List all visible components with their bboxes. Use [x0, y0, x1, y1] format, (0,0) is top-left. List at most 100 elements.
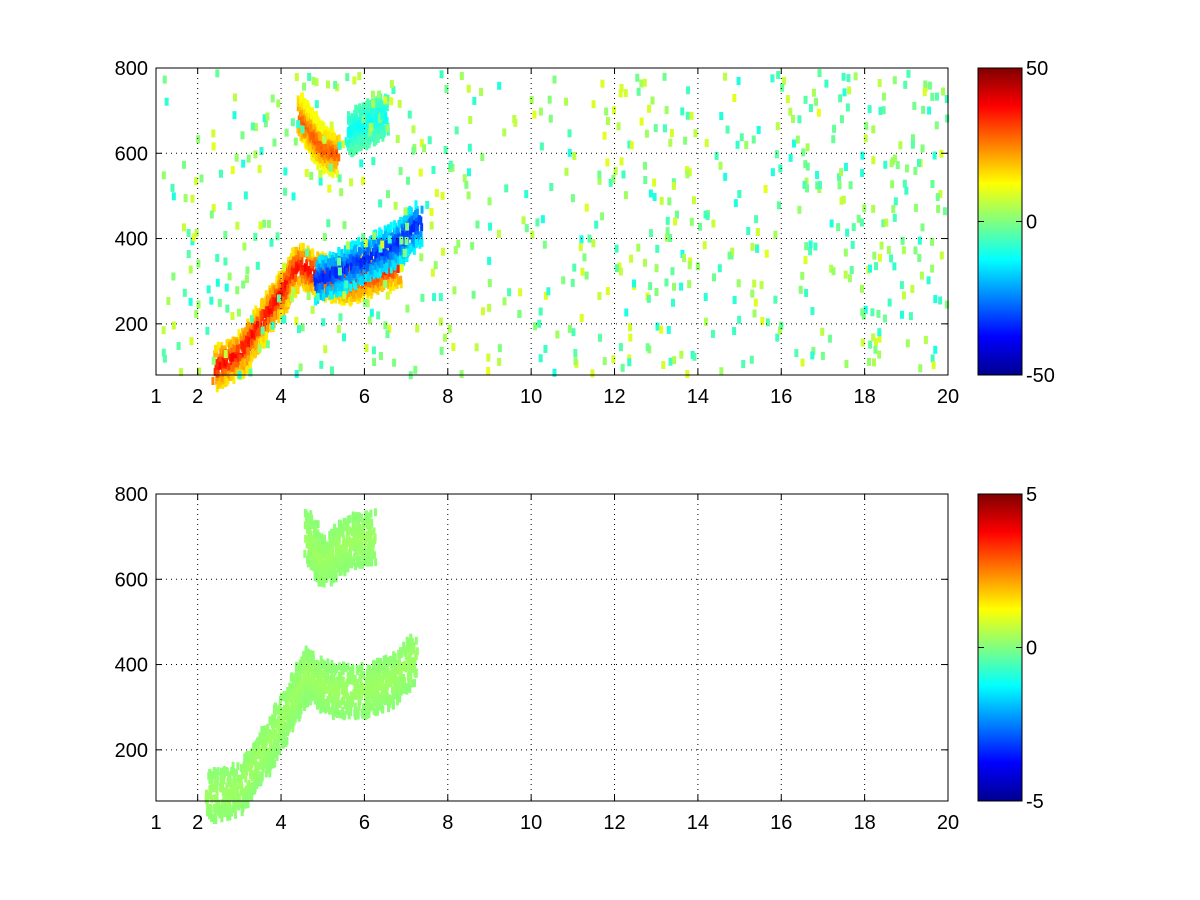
- heatmap-cell-44: [215, 786, 219, 795]
- heatmap-cell-2668: [883, 160, 888, 169]
- heatmap-cell-305: [262, 747, 266, 756]
- heatmap-cell-857: [344, 663, 348, 672]
- heatmap-cell-1295: [322, 293, 326, 302]
- heatmap-cell-315: [263, 730, 267, 739]
- heatmap-cell-3068: [672, 282, 677, 291]
- heatmap-cell-3097: [260, 326, 265, 335]
- heatmap-cell-2711: [881, 92, 886, 101]
- heatmap-cell-1738: [400, 217, 404, 226]
- heatmap-cell-2841: [385, 291, 390, 300]
- heatmap-cell-73: [220, 784, 224, 793]
- heatmap-cell-612: [295, 264, 299, 273]
- heatmap-cell-3034: [730, 247, 735, 256]
- heatmap-cell-880: [349, 696, 353, 705]
- heatmap-cell-833: [342, 662, 346, 671]
- heatmap-cell-3317: [662, 124, 667, 133]
- heatmap-cell-1479: [354, 244, 358, 253]
- heatmap-cell-3142: [591, 100, 596, 109]
- heatmap-cell-1315: [327, 263, 331, 272]
- heatmap-cell-890: [351, 677, 355, 686]
- heatmap-cell-1918: [298, 103, 302, 112]
- heatmap-cell-1481: [334, 569, 338, 578]
- heatmap-cell-1499: [361, 240, 365, 249]
- heatmap-cell-2731: [871, 156, 876, 165]
- heatmap-cell-2682: [600, 79, 605, 88]
- heatmap-cell-3047: [939, 251, 944, 260]
- heatmap-cell-888: [352, 691, 356, 700]
- heatmap-cell-676: [313, 670, 317, 679]
- heatmap-cell-3273: [818, 181, 823, 190]
- heatmap-cell-2991: [763, 185, 768, 194]
- heatmap-cell-2960: [548, 114, 553, 123]
- heatmap-cell-1384: [338, 287, 342, 296]
- heatmap-cell-54: [224, 363, 228, 372]
- heatmap-cell-3348: [631, 279, 636, 288]
- heatmap-cell-1255: [303, 509, 307, 518]
- heatmap-cell-2610: [376, 134, 380, 143]
- heatmap-cell-375: [265, 306, 269, 315]
- heatmap-cell-2938: [543, 344, 548, 353]
- heatmap-cell-57: [215, 777, 219, 786]
- heatmap-cell-1594: [374, 262, 378, 271]
- heatmap-cell-2814: [487, 197, 492, 206]
- heatmap-cell-2791: [873, 345, 878, 354]
- heatmap-cell-773: [328, 679, 332, 688]
- heatmap-cell-3107: [816, 108, 821, 117]
- heatmap-cell-624: [299, 271, 303, 280]
- heatmap-cell-1427: [345, 267, 349, 276]
- heatmap-cell-105: [225, 795, 229, 804]
- heatmap-cell-2424: [355, 126, 359, 135]
- heatmap-cell-13: [217, 372, 221, 381]
- heatmap-cell-1097: [389, 674, 393, 683]
- heatmap-cell-934: [363, 711, 367, 720]
- heatmap-cell-3206: [512, 115, 517, 124]
- heatmap-cell-3064: [892, 76, 897, 85]
- heatmap-cell-601: [302, 652, 306, 661]
- heatmap-cell-82: [225, 377, 229, 386]
- heatmap-cell-3086: [323, 345, 328, 354]
- heatmap-cell-2868: [927, 106, 932, 115]
- heatmap-cell-1695: [392, 246, 396, 255]
- heatmap-cell-1459: [331, 532, 335, 541]
- heatmap-cell-2624: [380, 123, 384, 132]
- heatmap-cell-703: [308, 270, 312, 279]
- heatmap-cell-161: [239, 788, 243, 797]
- heatmap-cell-1498: [357, 237, 361, 246]
- heatmap-cell-1075: [388, 700, 392, 709]
- heatmap-cell-3135: [808, 247, 813, 256]
- heatmap-cell-2848: [804, 242, 809, 251]
- heatmap-cell-2849: [524, 224, 529, 233]
- heatmap-cell-1856: [415, 208, 419, 217]
- heatmap-cell-3207: [933, 295, 938, 304]
- heatmap-cell-1173: [401, 674, 405, 683]
- heatmap-cell-2538: [367, 112, 371, 121]
- heatmap-cell-862: [348, 676, 352, 685]
- heatmap-cell-3229: [162, 354, 167, 363]
- heatmap-cell-2949: [764, 249, 769, 258]
- heatmap-cell-2845: [664, 233, 669, 242]
- heatmap-cell-1531: [343, 565, 347, 574]
- heatmap-cell-3168: [342, 333, 347, 342]
- heatmap-cell-2885: [466, 168, 471, 177]
- heatmap-cell-1643: [383, 240, 387, 249]
- heatmap-cell-1025: [375, 692, 379, 701]
- heatmap-cell-3261: [891, 205, 896, 214]
- heatmap-cell-2771: [171, 192, 176, 201]
- heatmap-cell-2696: [680, 107, 685, 116]
- heatmap-cell-3265: [605, 287, 610, 296]
- heatmap-cell-2962: [733, 199, 738, 208]
- heatmap-cell-307: [260, 726, 264, 735]
- heatmap-cell-1224: [392, 282, 396, 291]
- heatmap-cell-1166: [398, 673, 402, 682]
- heatmap-cell-2940: [243, 191, 248, 200]
- heatmap-cell-151: [235, 344, 239, 353]
- heatmap-cell-1864: [419, 231, 423, 240]
- heatmap-cell-416: [278, 727, 282, 736]
- heatmap-cell-2847: [475, 220, 480, 229]
- heatmap-cell-2859: [594, 220, 599, 229]
- heatmap-cell-1565: [346, 554, 350, 563]
- heatmap-cell-2741: [931, 361, 936, 370]
- heatmap-cell-2714: [624, 308, 629, 317]
- heatmap-cell-3002: [685, 170, 690, 179]
- heatmap-cell-1032: [362, 287, 366, 296]
